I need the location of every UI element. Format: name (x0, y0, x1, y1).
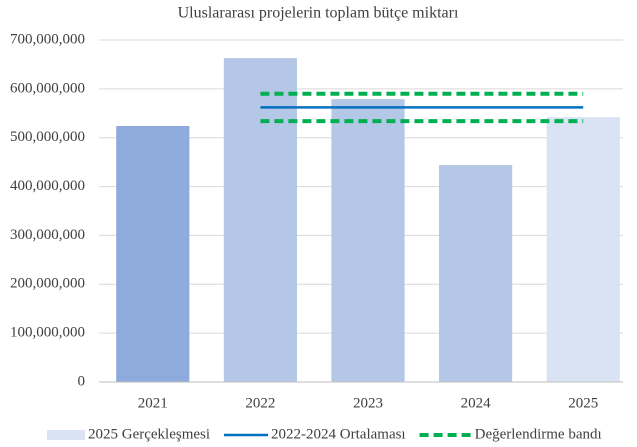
bar (331, 99, 405, 383)
y-tick-label: 0 (78, 373, 86, 389)
x-tick-label: 2023 (353, 395, 383, 411)
y-tick-label: 200,000,000 (10, 276, 85, 292)
bar (223, 58, 297, 382)
bar (546, 117, 620, 383)
legend-swatch (47, 430, 85, 440)
legend-label: Değerlendirme bandı (475, 426, 602, 442)
chart-title: Uluslararası projelerin toplam bütçe mik… (178, 5, 459, 22)
bar (116, 125, 190, 382)
legend-label: 2022-2024 Ortalaması (271, 426, 406, 442)
x-tick-label: 2024 (461, 395, 492, 411)
y-tick-label: 500,000,000 (10, 129, 85, 145)
bar (439, 165, 513, 382)
y-tick-label: 700,000,000 (10, 31, 85, 47)
y-tick-label: 600,000,000 (10, 80, 85, 96)
x-tick-label: 2021 (138, 395, 168, 411)
x-tick-label: 2022 (245, 395, 275, 411)
x-tick-label: 2025 (568, 395, 598, 411)
y-tick-label: 100,000,000 (10, 325, 85, 341)
legend-label: 2025 Gerçekleşmesi (88, 426, 210, 442)
y-tick-label: 300,000,000 (10, 227, 85, 243)
y-tick-label: 400,000,000 (10, 178, 85, 194)
